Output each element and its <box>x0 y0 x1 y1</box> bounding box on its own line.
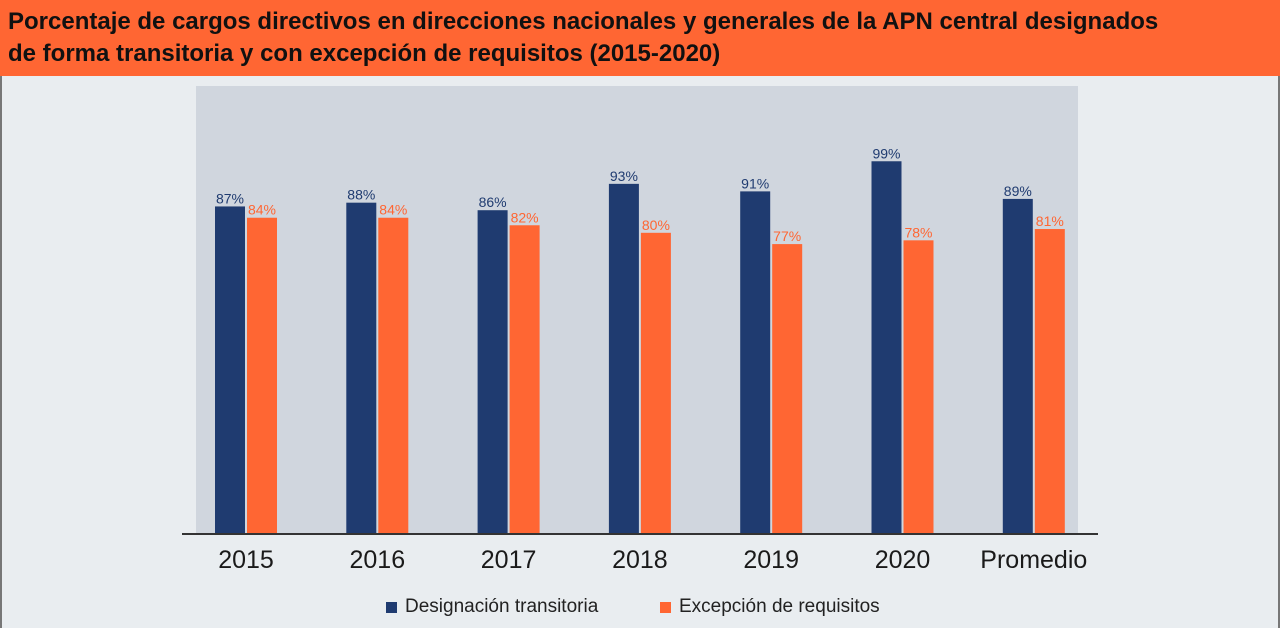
x-tick-label: Promedio <box>980 546 1087 574</box>
legend-swatch-navy <box>386 601 397 613</box>
bar-excepcion <box>247 217 277 535</box>
data-label-excepcion: 78% <box>904 224 932 240</box>
data-label-designacion: 99% <box>872 145 900 161</box>
bar-designacion <box>871 161 902 534</box>
x-tick-label: 2018 <box>612 546 668 574</box>
bar-designacion <box>608 183 639 534</box>
data-label-excepcion: 80% <box>642 217 670 233</box>
data-label-designacion: 87% <box>216 190 244 206</box>
x-tick-label: 2015 <box>218 546 274 574</box>
x-tick-label: 2019 <box>743 546 799 574</box>
bar-excepcion <box>640 232 671 535</box>
legend-swatch-orange <box>660 601 671 613</box>
data-label-excepcion: 84% <box>248 202 276 218</box>
data-label-designacion: 88% <box>347 187 375 203</box>
bar-designacion <box>346 202 377 534</box>
legend-label: Designación transitoria <box>405 596 599 617</box>
bar-excepcion <box>903 240 934 534</box>
bar-excepcion <box>772 244 803 534</box>
data-label-designacion: 86% <box>479 194 507 210</box>
data-label-designacion: 93% <box>610 168 638 184</box>
bar-designacion <box>740 191 771 534</box>
bar-designacion <box>1002 198 1033 534</box>
legend-item-designacion: Designación transitoria <box>386 596 598 618</box>
right-border <box>1278 76 1280 628</box>
chart-title-line-1: Porcentaje de cargos directivos en direc… <box>8 8 1159 35</box>
data-label-excepcion: 82% <box>511 209 539 225</box>
bar-excepcion <box>378 217 409 535</box>
chart-title-line-2: de forma transitoria y con excepción de … <box>8 40 721 67</box>
legend-label: Excepción de requisitos <box>679 596 880 617</box>
bar-excepcion <box>1034 229 1065 534</box>
left-border <box>0 76 2 628</box>
legend-item-excepcion: Excepción de requisitos <box>660 596 880 618</box>
chart-title: Porcentaje de cargos directivos en direc… <box>0 0 1280 76</box>
x-tick-label: 2017 <box>481 546 537 574</box>
bar-designacion <box>477 210 508 534</box>
x-tick-label: 2016 <box>349 546 405 574</box>
bar-designacion <box>215 206 245 534</box>
legend: Designación transitoria Excepción de req… <box>0 596 1280 620</box>
data-label-excepcion: 81% <box>1036 213 1064 229</box>
data-label-excepcion: 77% <box>773 228 801 244</box>
data-label-designacion: 89% <box>1004 183 1032 199</box>
bar-excepcion <box>509 225 540 534</box>
x-tick-label: 2020 <box>875 546 931 574</box>
bar-chart: 87%84%201588%84%201686%82%201793%80%2018… <box>182 86 1098 574</box>
data-label-designacion: 91% <box>741 175 769 191</box>
data-label-excepcion: 84% <box>379 202 407 218</box>
